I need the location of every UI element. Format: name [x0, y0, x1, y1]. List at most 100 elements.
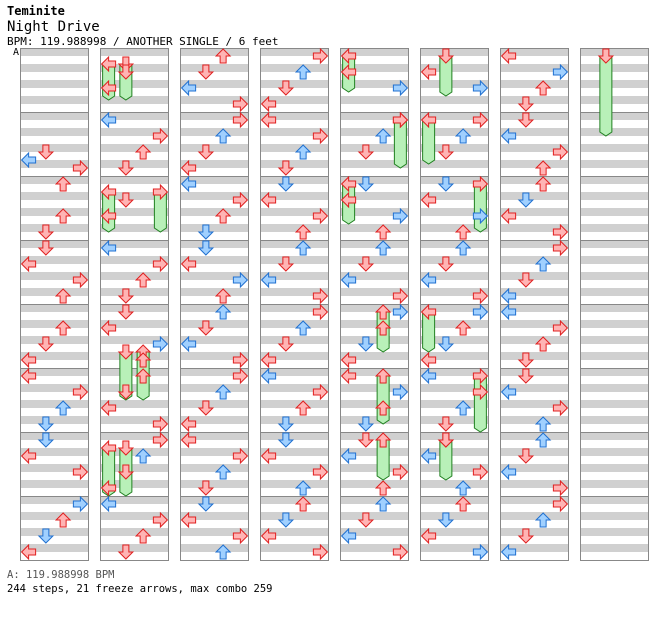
beat-stripe [20, 464, 89, 472]
step-arrow [534, 160, 552, 176]
step-arrow [54, 320, 72, 336]
step-arrow [472, 111, 489, 129]
beat-stripe [580, 256, 649, 264]
beat-stripe [420, 240, 489, 248]
beat-stripe [100, 176, 169, 184]
beat-stripe [260, 224, 329, 232]
beat-stripe [20, 336, 89, 344]
beat-stripe [260, 496, 329, 504]
step-arrow [180, 511, 197, 529]
step-arrow [392, 383, 409, 401]
step-arrow [232, 527, 249, 545]
step-arrow [214, 128, 232, 144]
beat-stripe [180, 272, 249, 280]
step-arrow [294, 64, 312, 80]
beat-stripe [420, 432, 489, 440]
step-arrow [534, 256, 552, 272]
beat-stripe [500, 112, 569, 120]
step-arrow [197, 224, 215, 240]
step-arrow [312, 47, 329, 65]
beat-stripe [500, 528, 569, 536]
step-arrow [214, 208, 232, 224]
beat-stripe [260, 96, 329, 104]
step-arrow [340, 367, 357, 385]
step-arrow [197, 480, 215, 496]
step-arrow [392, 111, 409, 129]
beat-stripe [100, 128, 169, 136]
beat-stripe [580, 192, 649, 200]
step-arrow [277, 160, 295, 176]
beat-stripe [500, 432, 569, 440]
beat-stripe [180, 192, 249, 200]
step-arrow [20, 351, 37, 369]
step-arrow [152, 335, 169, 353]
beat-stripe [340, 320, 409, 328]
step-arrow [340, 351, 357, 369]
beat-stripe [180, 448, 249, 456]
beat-stripe [20, 272, 89, 280]
beat-stripe [500, 480, 569, 488]
beat-stripe [180, 336, 249, 344]
bpm-summary: A: 119.988998 BPM [7, 569, 115, 581]
step-arrow [117, 440, 135, 456]
step-arrow [117, 344, 135, 360]
step-arrow [500, 207, 517, 225]
beat-stripe [580, 352, 649, 360]
beat-stripe [580, 64, 649, 72]
beat-stripe [500, 320, 569, 328]
beat-stripe [420, 368, 489, 376]
step-arrow [357, 176, 375, 192]
beat-stripe [180, 464, 249, 472]
beat-stripe [100, 272, 169, 280]
beat-stripe [260, 400, 329, 408]
beat-stripe [420, 80, 489, 88]
beat-stripe [260, 528, 329, 536]
beat-stripe [340, 384, 409, 392]
step-arrow [152, 183, 169, 201]
freeze-bar [599, 55, 613, 137]
step-arrow [472, 207, 489, 225]
step-arrow [260, 367, 277, 385]
beat-stripe [580, 448, 649, 456]
step-arrow [472, 543, 489, 561]
beat-stripe [340, 400, 409, 408]
step-arrow [454, 320, 472, 336]
step-arrow [72, 159, 89, 177]
beat-stripe [340, 352, 409, 360]
beat-stripe [500, 80, 569, 88]
step-arrow [472, 79, 489, 97]
beat-stripe [100, 304, 169, 312]
step-arrow [214, 288, 232, 304]
beat-stripe [20, 544, 89, 552]
beat-stripe [100, 240, 169, 248]
step-arrow [534, 336, 552, 352]
step-arrow [374, 400, 392, 416]
beat-stripe [340, 160, 409, 168]
beat-stripe [580, 368, 649, 376]
step-arrow [392, 303, 409, 321]
step-arrow [180, 79, 197, 97]
beat-stripe [420, 304, 489, 312]
beat-stripe [420, 320, 489, 328]
step-arrow [340, 63, 357, 81]
beat-stripe [420, 176, 489, 184]
beat-stripe [180, 432, 249, 440]
step-arrow [72, 271, 89, 289]
measure-box [20, 496, 89, 561]
step-arrow [37, 144, 55, 160]
beat-stripe [580, 48, 649, 56]
step-arrow [552, 223, 569, 241]
step-arrow [180, 431, 197, 449]
measure-box [340, 496, 409, 561]
step-arrow [312, 543, 329, 561]
beat-stripe [20, 480, 89, 488]
beat-stripe [340, 464, 409, 472]
beat-stripe [20, 224, 89, 232]
step-arrow [152, 255, 169, 273]
step-arrow [517, 448, 535, 464]
beat-stripe [260, 384, 329, 392]
step-arrow [437, 256, 455, 272]
step-arrow [552, 63, 569, 81]
beat-stripe [100, 48, 169, 56]
step-arrow [117, 64, 135, 80]
